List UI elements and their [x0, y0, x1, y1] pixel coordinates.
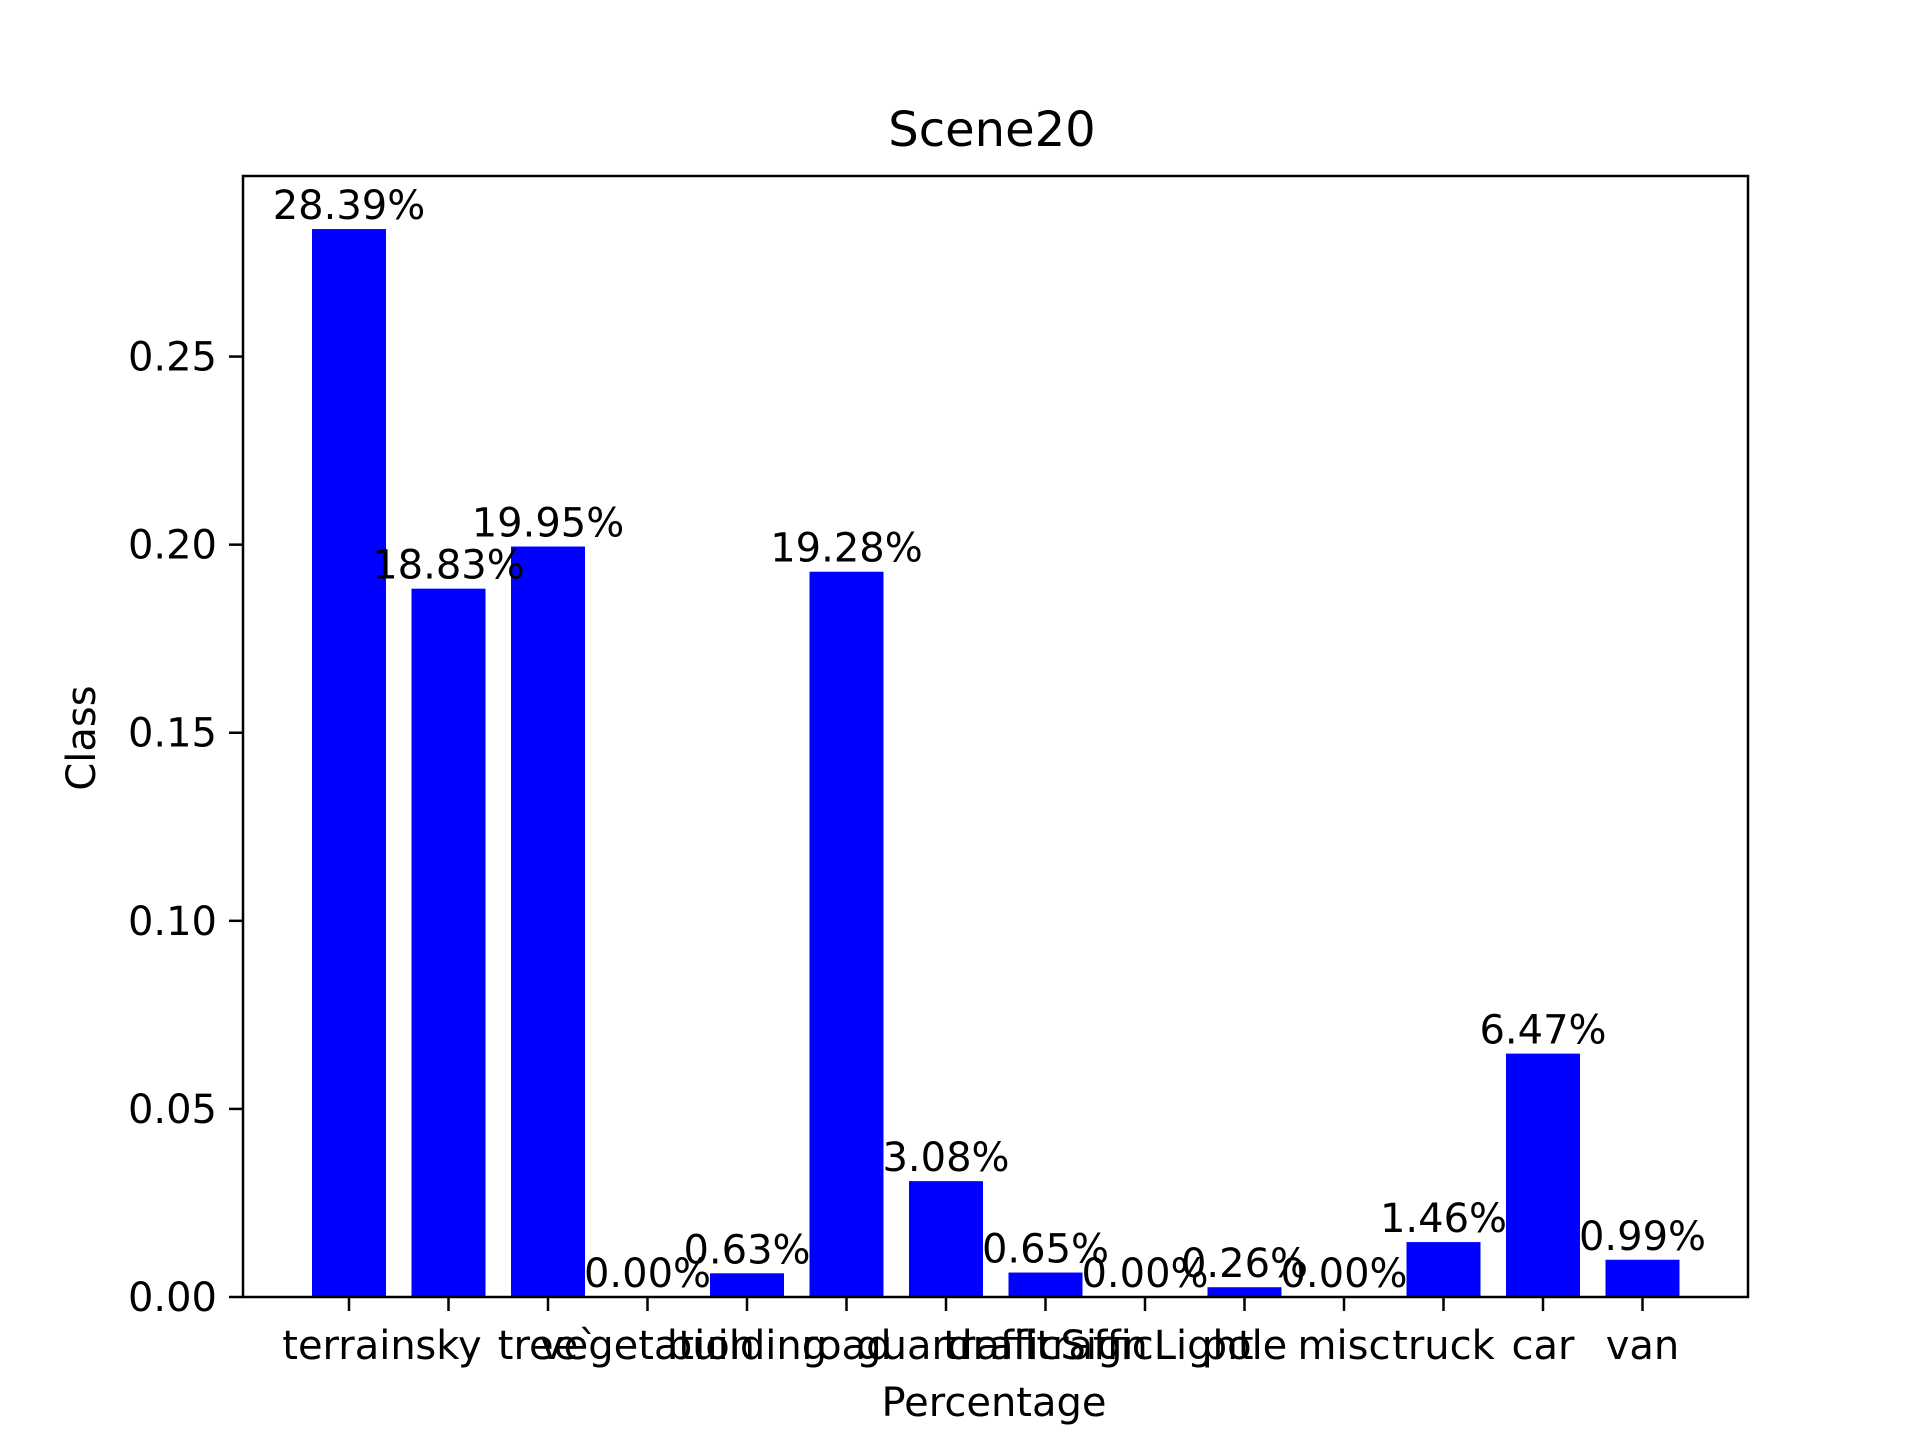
bar-11 — [1406, 1242, 1481, 1297]
y-tick-label-3: 0.15 — [128, 711, 217, 757]
x-tick-label-4: building — [667, 1323, 827, 1369]
data-label-2: 19.95% — [472, 501, 625, 547]
y-axis: 0.00 0.05 0.10 0.15 0.20 0.25 — [128, 335, 243, 1321]
x-tick-label-11: truck — [1392, 1323, 1495, 1369]
bar-6 — [909, 1181, 983, 1297]
data-label-0: 28.39% — [273, 183, 426, 229]
chart-title: Scene20 — [888, 102, 1095, 158]
x-tick-label-13: van — [1606, 1323, 1680, 1369]
data-label-8: 0.00% — [1081, 1251, 1208, 1297]
data-labels-layer: 28.39%18.83%19.95%0.00%0.63%19.28%3.08%0… — [273, 183, 1706, 1297]
y-tick-label-0: 0.00 — [128, 1275, 217, 1321]
y-tick-label-4: 0.20 — [128, 523, 217, 569]
x-tick-label-3: vegetation — [540, 1323, 755, 1369]
bar-13 — [1605, 1259, 1680, 1297]
bar-0 — [312, 229, 386, 1297]
bar-7 — [1008, 1272, 1083, 1297]
bar-9 — [1207, 1287, 1282, 1297]
bar-12 — [1506, 1053, 1580, 1297]
data-label-6: 3.08% — [882, 1135, 1009, 1181]
x-tick-label-2: tree` — [498, 1323, 598, 1369]
data-label-7: 0.65% — [982, 1227, 1109, 1273]
x-tick-label-5: road — [802, 1323, 892, 1369]
data-label-12: 6.47% — [1479, 1008, 1606, 1054]
x-tick-label-9: pole — [1202, 1323, 1288, 1369]
x-tick-label-12: car — [1512, 1323, 1576, 1369]
x-tick-label-0: terrain — [282, 1323, 415, 1369]
bar-4 — [710, 1273, 784, 1297]
x-tick-label-1: sky — [415, 1323, 481, 1369]
x-tick-label-10: misc — [1298, 1323, 1391, 1369]
data-label-4: 0.63% — [683, 1227, 810, 1273]
y-axis-title: Class — [59, 685, 105, 790]
x-axis-title: Percentage — [881, 1380, 1106, 1426]
x-tick-label-7: trafficSign — [943, 1323, 1148, 1369]
data-label-13: 0.99% — [1579, 1214, 1706, 1260]
x-axis: terrain sky tree`vegetationbuildingroadgua… — [282, 1297, 1679, 1369]
y-tick-label-2: 0.10 — [128, 899, 217, 945]
y-tick-label-1: 0.05 — [128, 1087, 217, 1133]
data-label-10: 0.00% — [1280, 1251, 1407, 1297]
x-tick-label-6: guardrail — [856, 1323, 1036, 1369]
data-label-11: 1.46% — [1380, 1196, 1507, 1242]
x-tick-label-8: trafficLight — [1036, 1323, 1253, 1369]
bar-5 — [809, 571, 884, 1297]
bars-layer — [312, 229, 1680, 1297]
data-label-1: 18.83% — [372, 543, 525, 589]
data-label-5: 19.28% — [770, 526, 923, 572]
bar-1 — [411, 588, 486, 1297]
bar-2 — [511, 546, 585, 1297]
plot-frame — [241, 174, 1750, 1299]
data-label-9: 0.26% — [1181, 1241, 1308, 1287]
y-tick-label-5: 0.25 — [128, 335, 217, 381]
data-label-3: 0.00% — [584, 1251, 711, 1297]
